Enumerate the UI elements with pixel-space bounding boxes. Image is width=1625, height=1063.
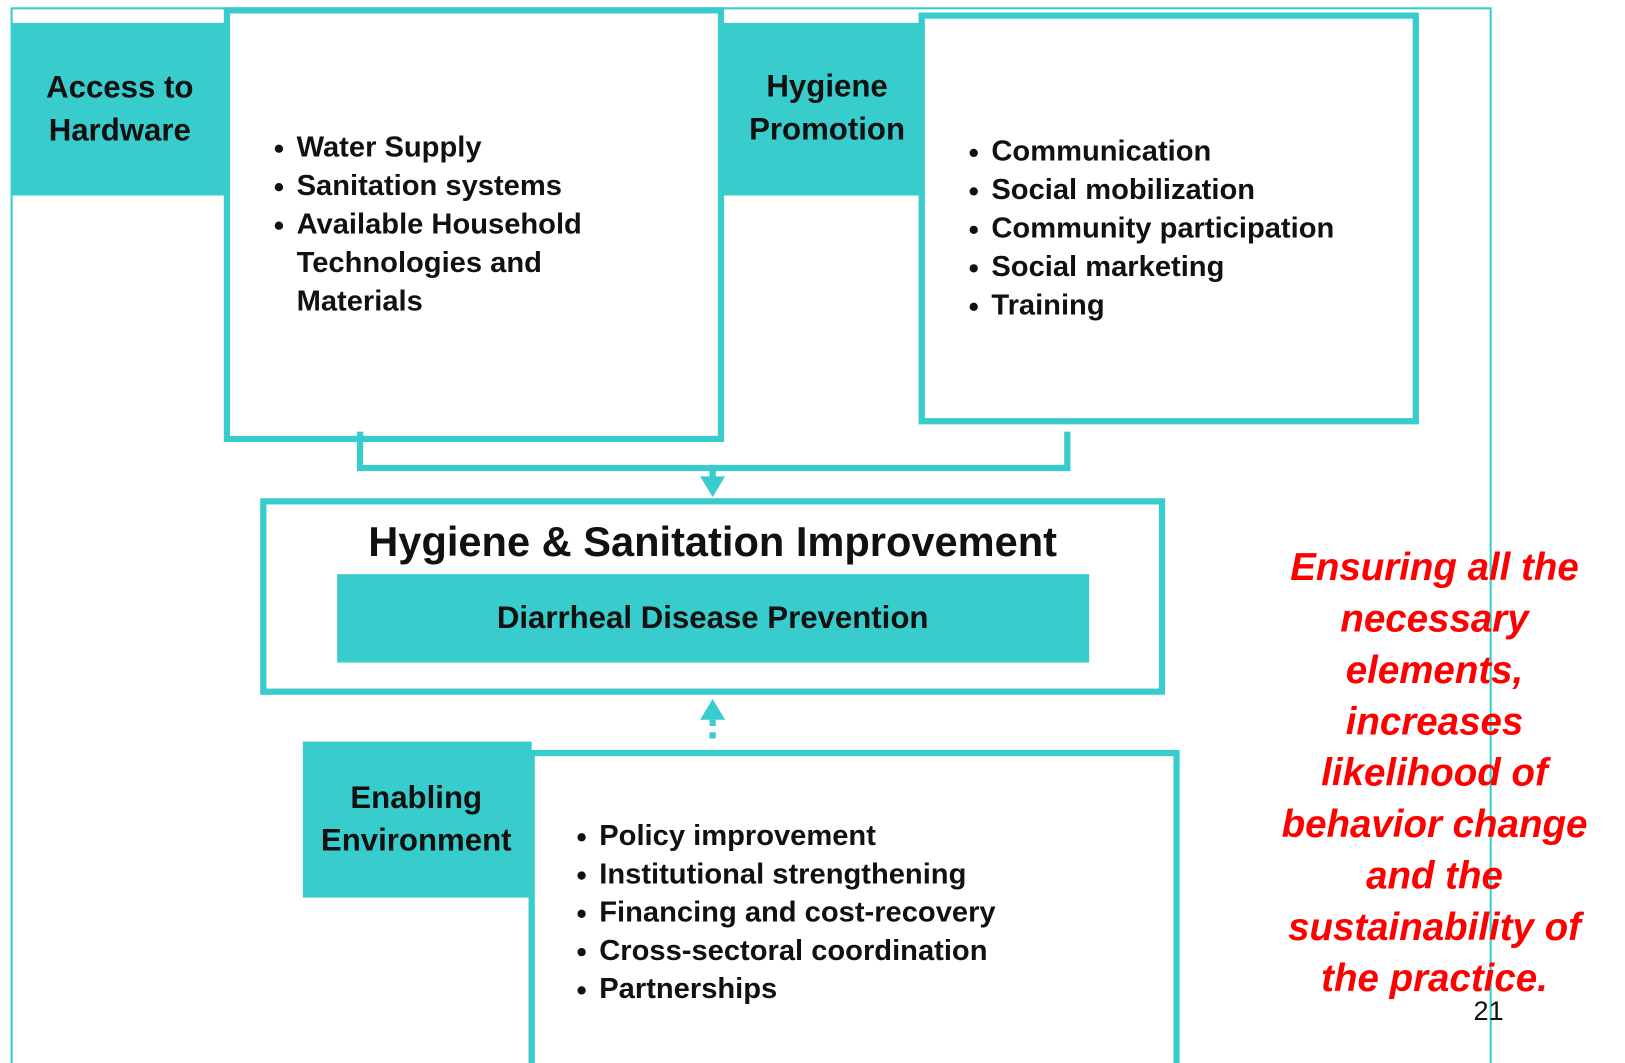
bullet: [969, 187, 978, 196]
bullet: [577, 833, 586, 842]
list-item: Institutional strengthening: [599, 858, 966, 890]
list-item: Social marketing: [991, 251, 1224, 283]
promotion-box: [918, 12, 1419, 425]
note-line: Ensuring all the: [1290, 546, 1579, 589]
note-line: and the: [1366, 854, 1503, 897]
list-item: Partnerships: [599, 973, 777, 1005]
page-number: 21: [1474, 996, 1504, 1026]
improvement-title: Hygiene & Sanitation Improvement: [368, 518, 1057, 565]
list-item: Materials: [297, 285, 423, 317]
list-item: Cross-sectoral coordination: [599, 935, 987, 967]
arrow-head: [700, 476, 726, 498]
list-item: Policy improvement: [599, 820, 876, 852]
subtitle-box: [337, 574, 1090, 663]
list-item: Training: [991, 290, 1104, 322]
block-label: Environment: [321, 823, 512, 858]
block-label: Enabling: [350, 780, 482, 815]
block-label: Promotion: [749, 111, 905, 146]
bullet: [577, 947, 586, 957]
hardware-box: [223, 7, 725, 443]
bullet: [274, 144, 284, 153]
block-label: Hardware: [49, 112, 191, 147]
list-item: Technologies and: [297, 247, 542, 279]
bullet: [577, 986, 586, 995]
bullet: [274, 183, 284, 192]
note-line: sustainability of: [1288, 906, 1585, 949]
improvement-subtitle: Diarrheal Disease Prevention: [497, 600, 929, 635]
list-item: Community participation: [991, 213, 1334, 245]
bullet: [969, 264, 978, 273]
block-label: Hygiene: [766, 69, 887, 104]
list-item: Communication: [991, 136, 1211, 168]
bullet: [969, 225, 978, 235]
list-item: Water Supply: [297, 131, 483, 163]
note-line: increases: [1346, 700, 1524, 743]
arrow-head: [700, 698, 726, 720]
enabling-label-box: [302, 741, 532, 898]
list-item: Financing and cost-recovery: [599, 897, 996, 929]
promotion-label-box: [718, 22, 935, 196]
enabling-box: [528, 749, 1180, 1063]
bullet: [969, 302, 978, 311]
bullet: [577, 871, 586, 880]
list-item: Sanitation systems: [297, 170, 562, 202]
note-line: the practice.: [1321, 957, 1548, 1000]
list-item: Social mobilization: [991, 174, 1255, 206]
bullet: [969, 148, 978, 158]
hardware-label-box: [11, 22, 227, 196]
note-line: likelihood of: [1321, 752, 1552, 795]
bullet: [577, 909, 586, 919]
list-item: Available Household: [297, 208, 582, 240]
block-label: Access to: [46, 70, 193, 105]
note-line: behavior change: [1282, 803, 1588, 846]
bullet: [274, 221, 284, 230]
note-line: elements,: [1346, 649, 1523, 692]
slide-frame: [10, 7, 1492, 1063]
note-line: necessary: [1340, 598, 1530, 641]
